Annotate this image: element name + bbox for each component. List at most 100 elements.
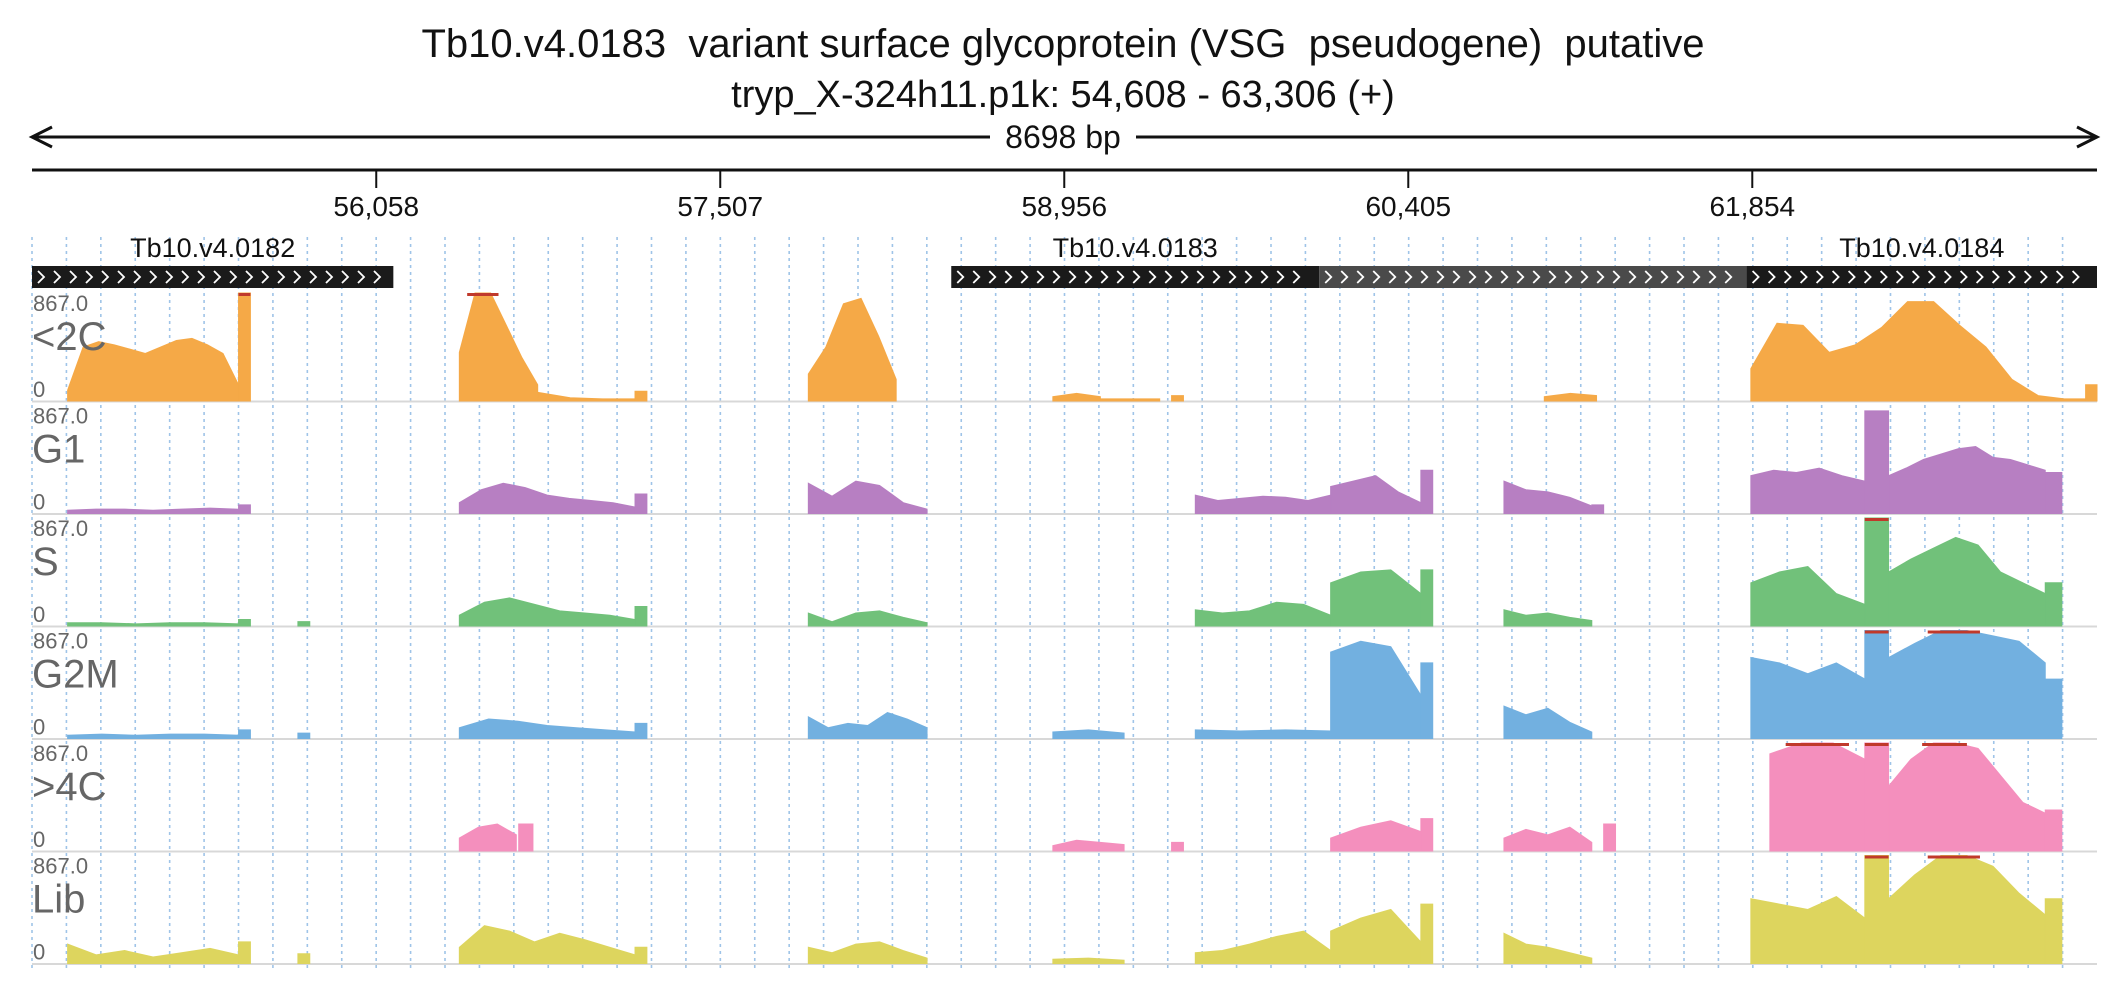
strand-arrow [2023, 270, 2032, 284]
strand-arrow [1180, 270, 1189, 284]
overflow-marker [238, 293, 251, 296]
track-ymax-label: 867.0 [33, 629, 88, 654]
coverage-segment [518, 823, 534, 852]
strand-arrow [1532, 270, 1541, 284]
overflow-marker [1864, 743, 1889, 746]
overflow-marker [1864, 630, 1889, 634]
strand-arrow [101, 270, 110, 284]
strand-arrow [2007, 270, 2016, 284]
coverage-segment [1864, 630, 1890, 739]
strand-arrow [117, 270, 126, 284]
coverage-segment [1171, 395, 1184, 402]
track-ymax-label: 867.0 [33, 741, 88, 766]
x-tick-label: 61,854 [1709, 191, 1795, 222]
coverage-segment [297, 732, 311, 739]
strand-arrow [1356, 270, 1365, 284]
strand-arrow [1068, 270, 1077, 284]
coverage-segment [634, 722, 648, 739]
coverage-segment [1750, 467, 1866, 514]
coverage-segment [2085, 384, 2098, 402]
coverage-segment [1420, 903, 1434, 964]
coverage-segment [1330, 820, 1422, 852]
track-ymax-label: 867.0 [33, 516, 88, 541]
coverage-segment [1330, 475, 1422, 514]
coverage-segment [1503, 705, 1593, 739]
strand-arrow [293, 270, 302, 284]
coverage-segment [1330, 908, 1422, 964]
track-ymin-label: 0 [33, 602, 45, 627]
strand-arrow [1991, 270, 2000, 284]
strand-arrow [53, 270, 62, 284]
strand-arrow [1132, 270, 1141, 284]
strand-arrow [1644, 270, 1653, 284]
track-ymin-label: 0 [33, 940, 45, 965]
strand-arrow [1879, 270, 1888, 284]
strand-arrow [149, 270, 158, 284]
coverage-segment [458, 718, 636, 739]
coverage-segment [1420, 469, 1434, 514]
gene-feature [951, 266, 1320, 288]
strand-arrow [261, 270, 270, 284]
coverage-segment [634, 606, 648, 627]
strand-arrow [165, 270, 174, 284]
coverage-segment [1750, 301, 2091, 402]
strand-arrow [197, 270, 206, 284]
strand-arrow [133, 270, 142, 284]
strand-arrow [1340, 270, 1349, 284]
strand-arrow [1975, 270, 1984, 284]
coverage-segment [1420, 569, 1434, 627]
coverage-segment [67, 622, 240, 627]
strand-arrow [1484, 270, 1493, 284]
coverage-segment [807, 480, 928, 514]
coverage-segment [634, 493, 648, 514]
strand-arrow [1500, 270, 1509, 284]
strand-arrow [245, 270, 254, 284]
track-ymax-label: 867.0 [33, 404, 88, 429]
strand-arrow [277, 270, 286, 284]
coverage-segment [1503, 826, 1593, 852]
strand-arrow [1799, 270, 1808, 284]
coverage-segment [807, 297, 897, 402]
overflow-marker [1864, 518, 1889, 521]
coverage-segment [1503, 609, 1593, 627]
coverage-segment [1330, 640, 1422, 739]
strand-arrow [1324, 270, 1333, 284]
coverage-segment [1750, 566, 1866, 627]
strand-arrow [1516, 270, 1525, 284]
strand-arrow [1388, 270, 1397, 284]
strand-arrow [1228, 270, 1237, 284]
track-name-label: G2M [32, 653, 119, 697]
track: 867.0 0 Lib [32, 854, 2097, 965]
gene-label: Tb10.v4.0183 [1053, 233, 1218, 263]
strand-arrow [1628, 270, 1637, 284]
coverage-segment [67, 507, 240, 514]
strand-arrow [181, 270, 190, 284]
coverage-segment [1420, 818, 1434, 852]
strand-arrow [1148, 270, 1157, 284]
strand-arrow [341, 270, 350, 284]
strand-arrow [1895, 270, 1904, 284]
coverage-segment [1194, 930, 1332, 964]
strand-arrow [1580, 270, 1589, 284]
coverage-segment [1194, 729, 1332, 739]
strand-arrow [1596, 270, 1605, 284]
coverage-segment [537, 391, 636, 402]
strand-arrow [2071, 270, 2080, 284]
coverage-segment [1864, 517, 1890, 627]
strand-arrow [1452, 270, 1461, 284]
strand-arrow [213, 270, 222, 284]
coverage-segment [1864, 855, 1890, 964]
coverage-segment [238, 504, 251, 514]
track-name-label: <2C [32, 315, 107, 359]
strand-arrow [1084, 270, 1093, 284]
coverage-segment [1052, 957, 1125, 964]
coverage-segment [1194, 601, 1332, 627]
gene-label: Tb10.v4.0184 [1839, 233, 2004, 263]
strand-arrow [1815, 270, 1824, 284]
track: 867.0 0 >4C [32, 741, 2097, 853]
coverage-segment [458, 823, 517, 852]
strand-arrow [1564, 270, 1573, 284]
strand-arrow [309, 270, 318, 284]
coverage-segment [1099, 398, 1161, 402]
coverage-segment [1171, 841, 1184, 852]
